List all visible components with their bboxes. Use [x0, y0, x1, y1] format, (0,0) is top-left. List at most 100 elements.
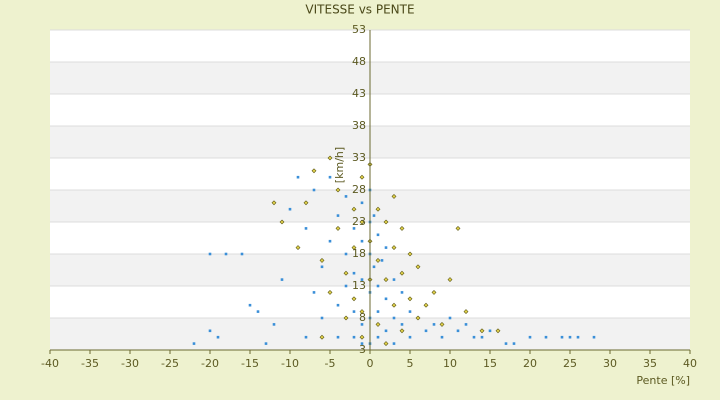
x-tick-label: 15 [483, 357, 497, 370]
point [304, 227, 308, 230]
point [359, 219, 365, 225]
point [384, 246, 388, 249]
y-axis-label: [km/h] [333, 147, 346, 183]
point [327, 289, 333, 295]
point [447, 277, 453, 283]
point [391, 193, 397, 199]
x-tick-label: 35 [643, 357, 657, 370]
point [335, 225, 341, 231]
point [375, 321, 381, 327]
point [359, 334, 365, 340]
x-tick-label: -35 [81, 357, 99, 370]
point [392, 316, 396, 320]
point [380, 259, 384, 262]
point [440, 335, 444, 339]
point [423, 302, 429, 308]
point [304, 335, 308, 339]
point [351, 296, 357, 302]
point [352, 335, 356, 339]
point [320, 316, 324, 320]
point [391, 302, 397, 308]
point [392, 342, 396, 345]
point [376, 284, 380, 288]
point [256, 310, 260, 313]
x-tick-label: -30 [121, 357, 139, 370]
point [360, 278, 364, 281]
point [448, 316, 452, 320]
point [335, 187, 341, 193]
point [351, 245, 357, 251]
point [472, 335, 476, 339]
chart-title: VITESSE vs PENTE [305, 3, 414, 17]
point [372, 265, 376, 269]
point [528, 335, 532, 339]
x-tick-label: 40 [683, 357, 697, 370]
point [360, 201, 364, 205]
point [208, 252, 212, 256]
point [592, 335, 596, 339]
y-tick-label: 43 [352, 87, 366, 100]
point [399, 328, 405, 334]
point [328, 175, 332, 179]
point [463, 309, 469, 315]
point [415, 264, 421, 270]
x-tick-label: -25 [161, 357, 179, 370]
point [271, 200, 277, 206]
point [400, 291, 404, 294]
point [399, 270, 405, 276]
point [240, 252, 244, 256]
point [319, 334, 325, 340]
point [400, 323, 404, 326]
y-tick-label: 18 [352, 247, 366, 260]
x-tick-label: -20 [201, 357, 219, 370]
point [415, 315, 421, 321]
point [576, 335, 580, 339]
point [455, 225, 461, 231]
point [407, 251, 413, 257]
point [312, 291, 316, 294]
point [512, 342, 516, 345]
point [336, 214, 340, 217]
point [383, 219, 389, 225]
point [344, 195, 348, 198]
point [360, 239, 364, 243]
point [295, 245, 301, 251]
x-tick-label: -10 [281, 357, 299, 370]
x-axis-label: Pente [%] [636, 374, 690, 387]
point [488, 329, 492, 333]
point [384, 297, 388, 301]
point [248, 303, 252, 307]
point [344, 252, 348, 256]
point [296, 175, 300, 179]
y-tick-label: 48 [352, 55, 366, 68]
point [408, 310, 412, 313]
point [568, 335, 572, 339]
x-tick-label: 20 [523, 357, 537, 370]
point [464, 323, 468, 326]
point [376, 310, 380, 313]
point [352, 271, 356, 275]
point [408, 335, 412, 339]
point [208, 329, 212, 333]
y-tick-label: 8 [359, 311, 366, 324]
point [343, 315, 349, 321]
x-tick-label: -40 [41, 357, 59, 370]
point [280, 278, 284, 281]
y-tick-label: 33 [352, 151, 366, 164]
y-tick-label: 28 [352, 183, 366, 196]
point [352, 227, 356, 230]
point [360, 342, 364, 345]
point [544, 335, 548, 339]
point [336, 303, 340, 307]
x-tick-label: -5 [325, 357, 336, 370]
point [560, 335, 564, 339]
point [439, 321, 445, 327]
y-tick-label: 38 [352, 119, 366, 132]
point [495, 328, 501, 334]
point [407, 296, 413, 302]
point [360, 323, 364, 326]
point [376, 335, 380, 339]
point [383, 341, 389, 347]
point [359, 174, 365, 180]
point [336, 335, 340, 339]
